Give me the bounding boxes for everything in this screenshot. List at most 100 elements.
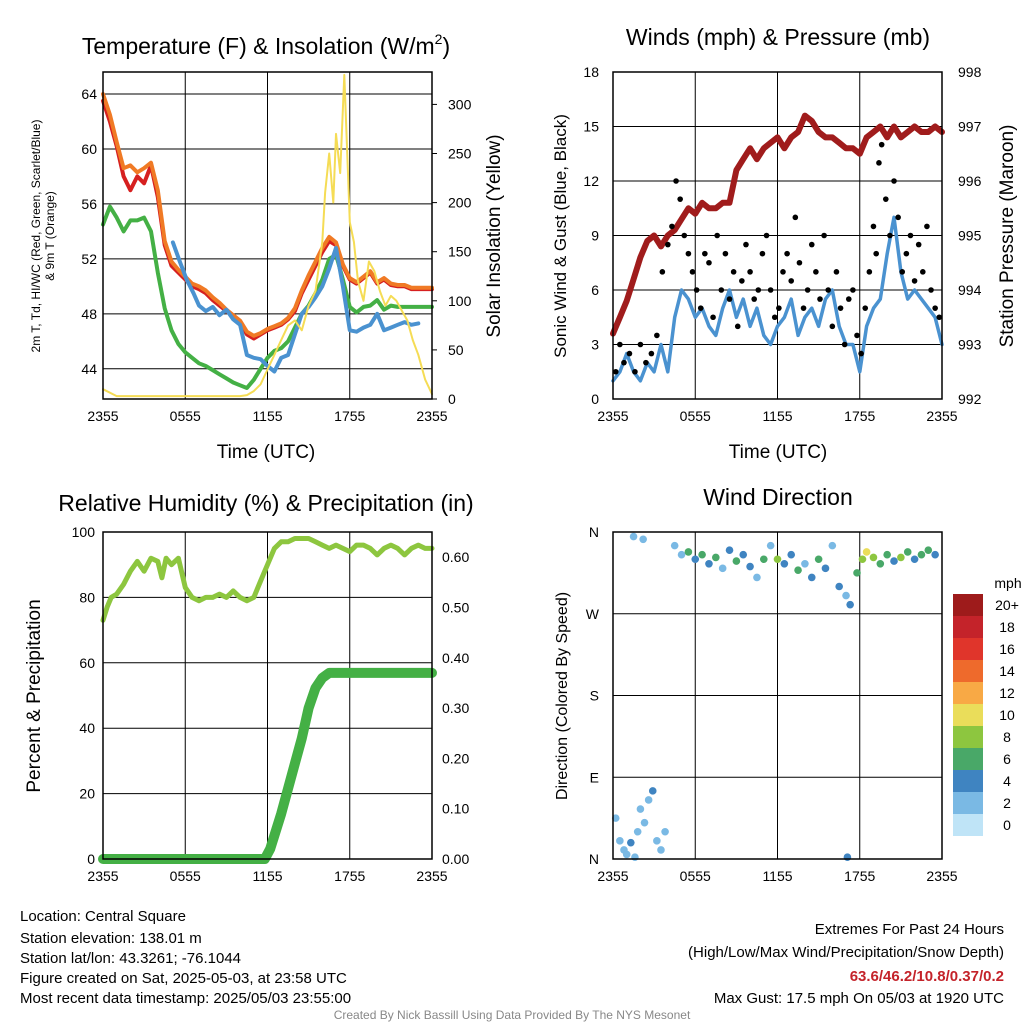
wind-gust-point — [739, 278, 745, 284]
rh-y2tick-label: 0.30 — [442, 700, 469, 716]
wind-gust-point — [792, 214, 799, 221]
wind-gust-point — [920, 269, 926, 275]
dir-legend-swatch — [953, 638, 983, 660]
dir-xtick-label: 2355 — [597, 868, 628, 884]
dir-point — [746, 562, 754, 571]
dir-legend-swatch — [953, 770, 983, 792]
dir-ytick-label: N — [589, 524, 599, 540]
wind-gust-point — [626, 350, 633, 357]
dir-point — [718, 564, 727, 573]
wind-chart-title: Winds (mph) & Pressure (mb) — [626, 24, 930, 50]
wind-gust-point — [928, 287, 934, 293]
wind-gust-point — [722, 250, 729, 257]
dir-xtick-label: 2355 — [926, 868, 957, 884]
footer-latlon: Station lat/lon: 43.3261; -76.1044 — [20, 950, 241, 967]
dir-legend-label: 10 — [999, 707, 1015, 723]
dir-point — [633, 827, 642, 836]
wind-gust-point — [621, 359, 627, 366]
temp-y2tick-label: 0 — [448, 391, 456, 407]
dir-ylabel: Direction (Colored By Speed) — [554, 592, 571, 800]
wind-gust-point — [780, 269, 786, 275]
dir-legend-label: 16 — [999, 641, 1015, 657]
dir-point — [648, 787, 657, 795]
temp-y2tick-label: 200 — [448, 195, 472, 211]
wind-gust-point — [637, 341, 644, 348]
dir-point — [883, 550, 891, 559]
wind-gust-point — [693, 287, 700, 293]
dir-point — [629, 532, 638, 541]
temp-xtick-label: 2355 — [87, 408, 118, 424]
dir-point — [698, 550, 706, 559]
wind-gust-point — [845, 296, 852, 302]
wind-ytick-label: 12 — [583, 173, 599, 189]
dir-point — [858, 555, 867, 564]
wind-gust-point — [669, 223, 675, 230]
dir-legend-label: 8 — [1003, 729, 1011, 745]
wind-gust-point — [677, 196, 683, 202]
wind-y2tick-label: 995 — [958, 228, 982, 244]
dir-point — [753, 573, 761, 582]
dir-point — [611, 814, 620, 822]
temp-y2tick-label: 50 — [448, 342, 464, 358]
wind-gust-point — [808, 241, 815, 248]
rh-xtick-label: 2355 — [416, 868, 447, 884]
wind-ytick-label: 3 — [591, 337, 599, 353]
rh-y2tick-label: 0.00 — [442, 851, 469, 867]
temp-ytick-label: 48 — [81, 306, 97, 322]
dir-point — [828, 541, 837, 550]
dir-point — [684, 548, 693, 556]
dir-legend-swatch — [953, 682, 983, 704]
wind-gust-point — [612, 368, 619, 375]
wind-xtick-label: 1155 — [762, 408, 792, 424]
temp-series-line — [170, 240, 421, 374]
dir-legend-swatch — [953, 594, 983, 616]
dir-legend-swatch — [953, 814, 983, 836]
wind-gust-point — [730, 269, 737, 275]
rh-ytick-label: 0 — [87, 851, 95, 867]
dir-ytick-label: W — [586, 606, 600, 622]
wind-gust-point — [648, 350, 655, 357]
dir-legend-swatch — [953, 704, 983, 726]
wind-plot-frame — [612, 71, 943, 400]
wind-gust-point — [873, 250, 879, 257]
dir-legend-label: 18 — [999, 619, 1015, 635]
wind-gust-point — [829, 323, 836, 330]
wind-y2tick-label: 994 — [958, 282, 982, 298]
rh-ytick-label: 100 — [72, 524, 96, 540]
dir-point — [631, 853, 639, 861]
wind-xtick-label: 2355 — [597, 408, 628, 424]
temp-y2tick-label: 150 — [448, 244, 472, 260]
wind-gust-point — [821, 232, 827, 239]
dir-point — [644, 796, 653, 804]
rh-xtick-label: 1755 — [334, 868, 365, 884]
dir-point — [732, 557, 741, 565]
dir-point — [821, 564, 830, 573]
extremes-values: 63.6/46.2/10.8/0.37/0.2 — [850, 968, 1004, 985]
wind-gust-point — [891, 178, 897, 184]
dir-point — [705, 559, 713, 568]
dir-point — [842, 591, 850, 600]
dir-ytick-label: N — [589, 851, 599, 867]
dir-point — [931, 550, 939, 559]
dir-point — [897, 553, 905, 562]
dir-point — [670, 541, 679, 550]
wind-gust-point — [759, 250, 766, 257]
dir-point — [780, 559, 789, 568]
max-gust: Max Gust: 17.5 mph On 05/03 at 1920 UTC — [714, 990, 1004, 1007]
wind-ytick-label: 18 — [583, 64, 599, 80]
wind-gust-point — [702, 250, 708, 257]
dir-legend-label: 12 — [999, 685, 1015, 701]
wind-gust-point — [837, 305, 844, 311]
dir-point — [787, 550, 796, 559]
wind-gust-point — [659, 269, 666, 275]
temp-ylabel-line2: & 9m T (Orange) — [43, 191, 57, 281]
dir-point — [890, 557, 898, 565]
wind-gust-point — [915, 241, 922, 248]
rh-plot-frame — [102, 531, 433, 860]
dir-point — [801, 559, 809, 568]
wind-gust-point — [784, 250, 790, 257]
wind-gust-point — [850, 287, 856, 293]
wind-gust-point — [878, 141, 885, 148]
rh-y2tick-label: 0.60 — [442, 549, 469, 565]
